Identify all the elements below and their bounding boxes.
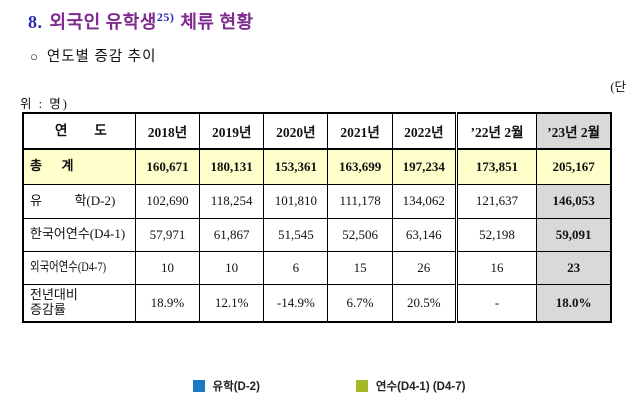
- legend-item-study-d2: 유학(D-2): [192, 378, 260, 394]
- legend-label: 유학(D-2): [212, 381, 260, 393]
- table-cell: 180,131: [199, 148, 265, 185]
- subtitle: ○ 연도별 증감 추이: [30, 45, 157, 66]
- table-cell: 16: [454, 250, 538, 285]
- table-cell: 134,062: [391, 183, 457, 219]
- table-row-study-d2: 유 학(D-2) 102,690 118,254 101,810 111,178…: [22, 183, 612, 219]
- table-cell: 121,637: [454, 183, 538, 219]
- column-header-2019: 2019년: [199, 112, 265, 150]
- table-cell: 52,506: [327, 217, 393, 252]
- row-label-study-d2: 유 학(D-2): [22, 183, 136, 219]
- column-header-2020: 2020년: [263, 112, 329, 150]
- table-cell: 6.7%: [327, 283, 393, 323]
- table-cell: 146,053: [536, 183, 612, 219]
- table-cell: 10: [199, 250, 265, 285]
- column-header-2018: 2018년: [134, 112, 201, 150]
- table-cell: 51,545: [263, 217, 329, 252]
- table-cell: 101,810: [263, 183, 329, 219]
- table-cell: -14.9%: [263, 283, 329, 323]
- table-cell: 52,198: [454, 217, 538, 252]
- table-cell: 12.1%: [199, 283, 265, 323]
- title-section-number: 8.: [28, 12, 43, 32]
- blue-swatch-icon: [192, 380, 205, 392]
- table-cell: 118,254: [199, 183, 265, 219]
- page-title: 8. 외국인 유학생25) 체류 현황: [28, 8, 254, 34]
- table-cell: -: [454, 283, 538, 323]
- column-header-2022: 2022년: [391, 112, 457, 150]
- table-cell: 18.9%: [134, 283, 201, 323]
- column-header-2021: 2021년: [327, 112, 393, 150]
- row-label-foreign-course: 외국어연수(D4-7): [22, 250, 136, 285]
- column-header-feb23: ’23년 2월: [536, 112, 612, 150]
- table-row-total: 총 계 160,671 180,131 153,361 163,699 197,…: [22, 148, 612, 185]
- table-row-foreign-course: 외국어연수(D4-7) 10 10 6 15 26 16 23: [22, 250, 612, 285]
- table-cell: 23: [536, 250, 612, 285]
- row-label-yoy-change: 전년대비 증감률: [22, 283, 136, 323]
- title-tail-text: 체류 현황: [180, 12, 254, 32]
- row-label-foreign-course-text: 외국어연수(D4-7): [30, 259, 107, 275]
- unit-label-line1: (단: [610, 80, 626, 94]
- table-cell: 102,690: [134, 183, 201, 219]
- circle-bullet-icon: ○: [30, 49, 39, 64]
- table-cell: 173,851: [454, 148, 538, 185]
- table-row-yoy-change: 전년대비 증감률 18.9% 12.1% -14.9% 6.7% 20.5% -…: [22, 283, 612, 323]
- table-cell: 153,361: [263, 148, 329, 185]
- table-cell: 111,178: [327, 183, 393, 219]
- table-cell: 59,091: [536, 217, 612, 252]
- column-header-year: 연 도: [22, 112, 136, 150]
- table-cell: 57,971: [134, 217, 201, 252]
- row-label-korean-course: 한국어연수(D4-1): [22, 217, 136, 252]
- table-row-korean-course: 한국어연수(D4-1) 57,971 61,867 51,545 52,506 …: [22, 217, 612, 252]
- table-cell: 18.0%: [536, 283, 612, 323]
- title-main-text: 외국인 유학생: [49, 12, 157, 32]
- table-cell: 26: [391, 250, 457, 285]
- table-cell: 63,146: [391, 217, 457, 252]
- column-header-feb22: ’22년 2월: [454, 112, 538, 150]
- green-swatch-icon: [355, 380, 368, 392]
- table-cell: 20.5%: [391, 283, 457, 323]
- title-footnote-ref: 25): [156, 10, 175, 24]
- table-cell: 160,671: [134, 148, 201, 185]
- unit-label-line2: 위 : 명): [20, 97, 69, 111]
- subtitle-text: 연도별 증감 추이: [46, 49, 157, 65]
- table-cell: 197,234: [391, 148, 457, 185]
- legend-item-course-d4: 연수(D4-1) (D4-7): [355, 378, 466, 394]
- table-cell: 163,699: [327, 148, 393, 185]
- table-cell: 61,867: [199, 217, 265, 252]
- header-row: 연 도 2018년 2019년 2020년 2021년 2022년 ’22년 2…: [22, 112, 612, 150]
- row-label-total: 총 계: [22, 148, 136, 185]
- table-cell: 6: [263, 250, 329, 285]
- table-cell: 15: [327, 250, 393, 285]
- student-status-table: 연 도 2018년 2019년 2020년 2021년 2022년 ’22년 2…: [22, 112, 612, 323]
- table-cell: 205,167: [536, 148, 612, 185]
- chart-legend: 유학(D-2) 연수(D4-1) (D4-7): [12, 378, 634, 394]
- table-cell: 10: [134, 250, 201, 285]
- legend-label: 연수(D4-1) (D4-7): [375, 381, 466, 393]
